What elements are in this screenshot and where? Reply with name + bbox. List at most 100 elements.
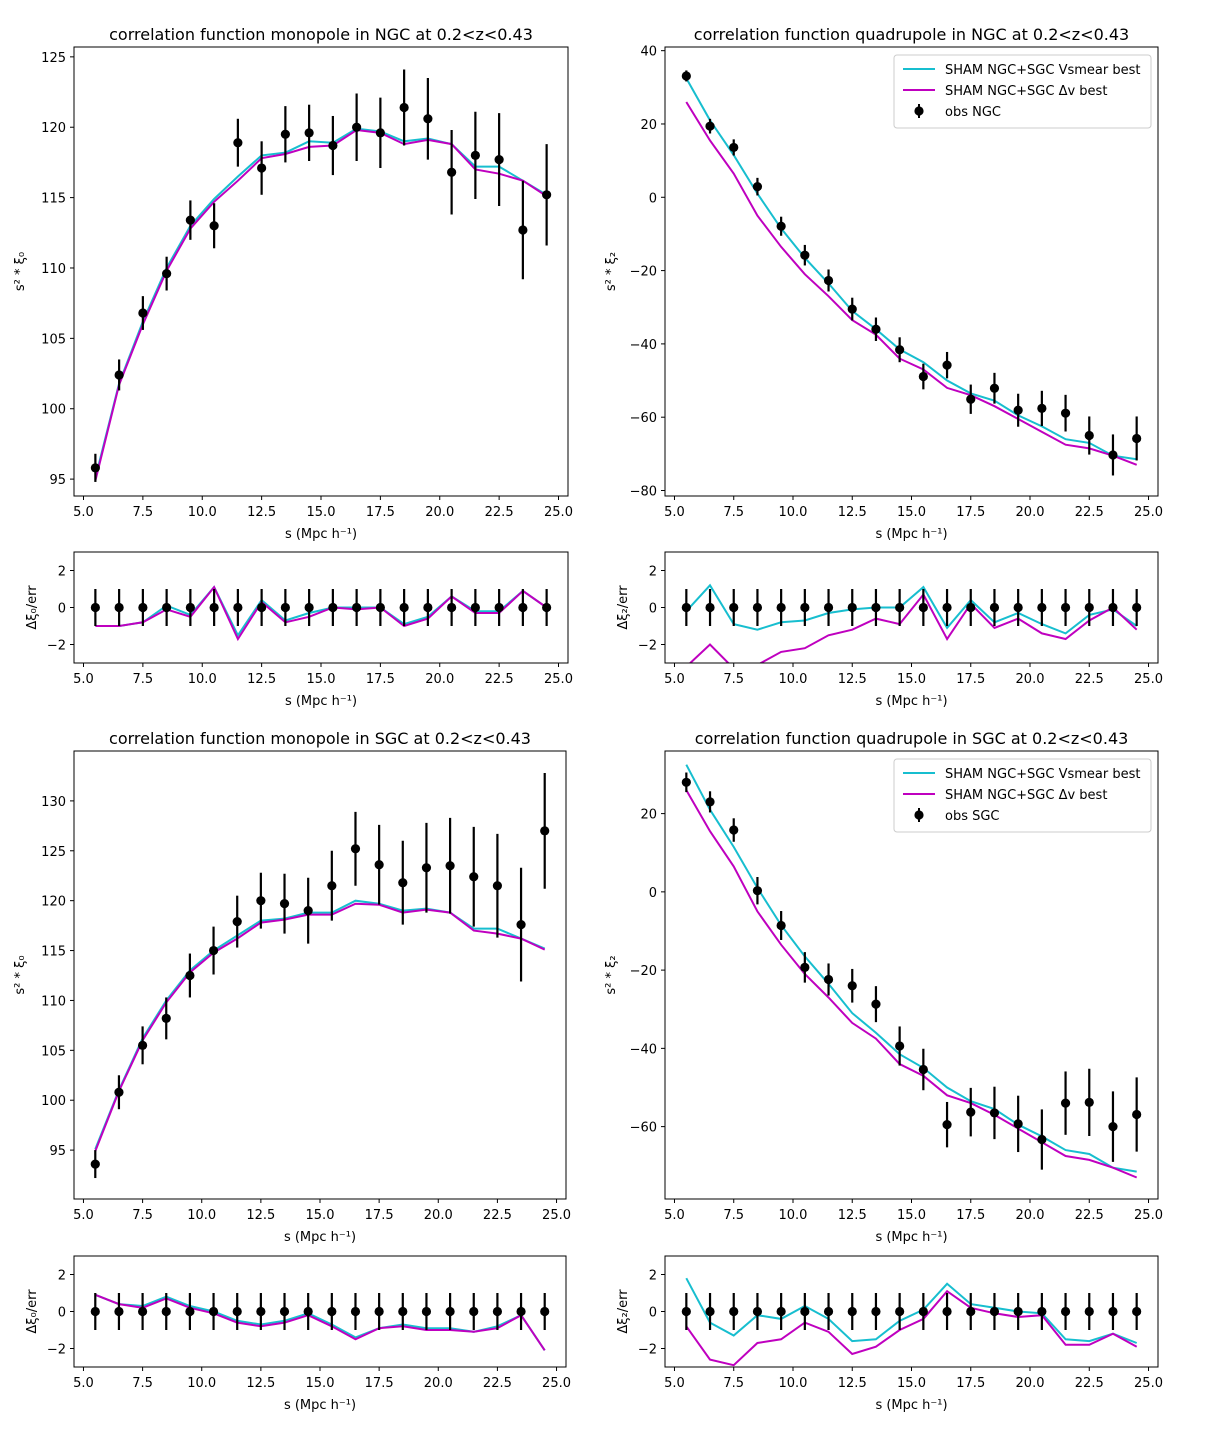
data-point xyxy=(681,71,691,81)
data-point xyxy=(1060,1306,1071,1317)
legend-swatch-marker xyxy=(914,106,924,116)
data-point xyxy=(966,394,976,404)
x-tick-label: 25.0 xyxy=(544,672,573,687)
x-tick-label: 5.0 xyxy=(73,672,94,687)
panel-ngc_quad: 5.0 7.5 10.0 12.5 15.0 17.5 20.0 22.5 25.0 40 20 0 −… xyxy=(604,25,1163,542)
x-tick-label: 22.5 xyxy=(1075,505,1104,520)
data-point xyxy=(800,1306,810,1317)
data-point xyxy=(895,602,905,613)
y-tick-label: 2 xyxy=(58,1269,66,1284)
legend-entry-label: SHAM NGC+SGC Δv best xyxy=(945,84,1107,99)
data-point xyxy=(776,1306,786,1317)
y-tick-label: −20 xyxy=(630,964,657,979)
data-point xyxy=(1013,602,1023,613)
x-axis-label: s (Mpc h⁻¹) xyxy=(875,527,947,542)
legend-entry-label: SHAM NGC+SGC Vsmear best xyxy=(945,767,1140,782)
y-tick-label: 115 xyxy=(41,192,66,207)
x-tick-label: 15.0 xyxy=(307,505,336,520)
data-point xyxy=(966,1107,976,1117)
data-point xyxy=(1108,450,1118,460)
y-tick-label: 115 xyxy=(41,945,66,960)
data-point xyxy=(823,974,834,985)
data-point xyxy=(1060,602,1071,613)
data-point xyxy=(185,215,195,225)
data-point xyxy=(1132,1109,1142,1120)
x-tick-label: 10.0 xyxy=(779,1208,808,1223)
data-point xyxy=(1037,1134,1047,1145)
data-point xyxy=(208,1306,219,1317)
x-tick-label: 22.5 xyxy=(483,1376,512,1391)
x-tick-label: 17.5 xyxy=(956,672,985,687)
x-axis-label: s (Mpc h⁻¹) xyxy=(284,1230,356,1245)
data-point xyxy=(137,1306,148,1317)
y-axis-label: Δξ₂/err xyxy=(616,1289,631,1334)
y-tick-label: −40 xyxy=(630,1042,657,1057)
data-point xyxy=(800,250,810,260)
x-tick-label: 10.0 xyxy=(779,505,808,520)
data-point xyxy=(542,190,552,200)
x-tick-label: 25.0 xyxy=(1134,1376,1163,1391)
data-point xyxy=(540,826,550,836)
data-point xyxy=(374,860,384,870)
data-point xyxy=(375,128,385,138)
data-point xyxy=(1037,602,1047,613)
x-tick-label: 7.5 xyxy=(133,672,154,687)
y-tick-label: −2 xyxy=(638,639,657,654)
x-tick-label: 20.0 xyxy=(424,1208,453,1223)
y-tick-label: 105 xyxy=(41,1044,66,1059)
y-tick-label: 120 xyxy=(41,121,66,136)
data-point xyxy=(399,102,409,113)
data-point xyxy=(257,602,267,613)
x-tick-label: 15.0 xyxy=(897,505,926,520)
data-point xyxy=(328,140,338,151)
data-point xyxy=(138,308,148,318)
y-tick-label: 2 xyxy=(58,565,66,580)
x-tick-label: 17.5 xyxy=(366,505,395,520)
data-point xyxy=(208,945,219,956)
series-line-vsmear xyxy=(94,127,548,478)
data-point xyxy=(518,602,528,613)
chart-title: correlation function monopole in NGC at … xyxy=(109,25,533,44)
x-tick-label: 15.0 xyxy=(897,672,926,687)
y-tick-label: 95 xyxy=(49,473,66,488)
data-point xyxy=(161,1306,171,1317)
data-point xyxy=(279,1306,290,1317)
data-point xyxy=(871,1306,881,1317)
data-point xyxy=(494,602,504,613)
panel-sgc_quad_res: 5.0 7.5 10.0 12.5 15.0 17.5 20.0 22.5 25.0 2 0 −2 s … xyxy=(616,1255,1163,1413)
data-point xyxy=(729,825,739,835)
y-tick-label: 95 xyxy=(49,1144,66,1159)
y-tick-label: 120 xyxy=(41,895,66,910)
x-tick-label: 25.0 xyxy=(542,1208,571,1223)
data-point xyxy=(776,221,786,231)
data-point xyxy=(681,1306,691,1317)
data-point xyxy=(1013,1306,1023,1317)
series-line-vsmear xyxy=(685,1277,1138,1344)
y-axis-label: s² * ξ₂ xyxy=(604,955,619,994)
panel-ngc_quad_res: 5.0 7.5 10.0 12.5 15.0 17.5 20.0 22.5 25.0 2 0 −2 s … xyxy=(616,551,1163,709)
x-tick-label: 22.5 xyxy=(485,505,514,520)
series-line-dv xyxy=(685,1289,1138,1367)
data-point xyxy=(989,383,1000,393)
x-tick-label: 17.5 xyxy=(365,1376,394,1391)
data-point xyxy=(114,370,124,380)
data-point xyxy=(942,360,952,370)
data-point xyxy=(1108,602,1118,613)
x-tick-label: 22.5 xyxy=(483,1208,512,1223)
x-axis-label: s (Mpc h⁻¹) xyxy=(875,694,947,709)
legend-entry-label: obs SGC xyxy=(945,809,1000,824)
data-point xyxy=(681,777,691,787)
data-point xyxy=(327,881,337,891)
x-tick-label: 5.0 xyxy=(664,672,685,687)
data-point xyxy=(161,1013,171,1024)
x-tick-label: 15.0 xyxy=(306,1208,335,1223)
data-point xyxy=(469,872,479,882)
series-line-dv xyxy=(685,101,1138,466)
data-point xyxy=(966,602,976,613)
x-tick-label: 22.5 xyxy=(1075,1376,1104,1391)
x-tick-label: 7.5 xyxy=(723,672,744,687)
x-tick-label: 20.0 xyxy=(425,672,454,687)
data-point xyxy=(1084,1306,1094,1317)
x-tick-label: 10.0 xyxy=(187,1208,216,1223)
series-line-vsmear xyxy=(685,77,1137,461)
